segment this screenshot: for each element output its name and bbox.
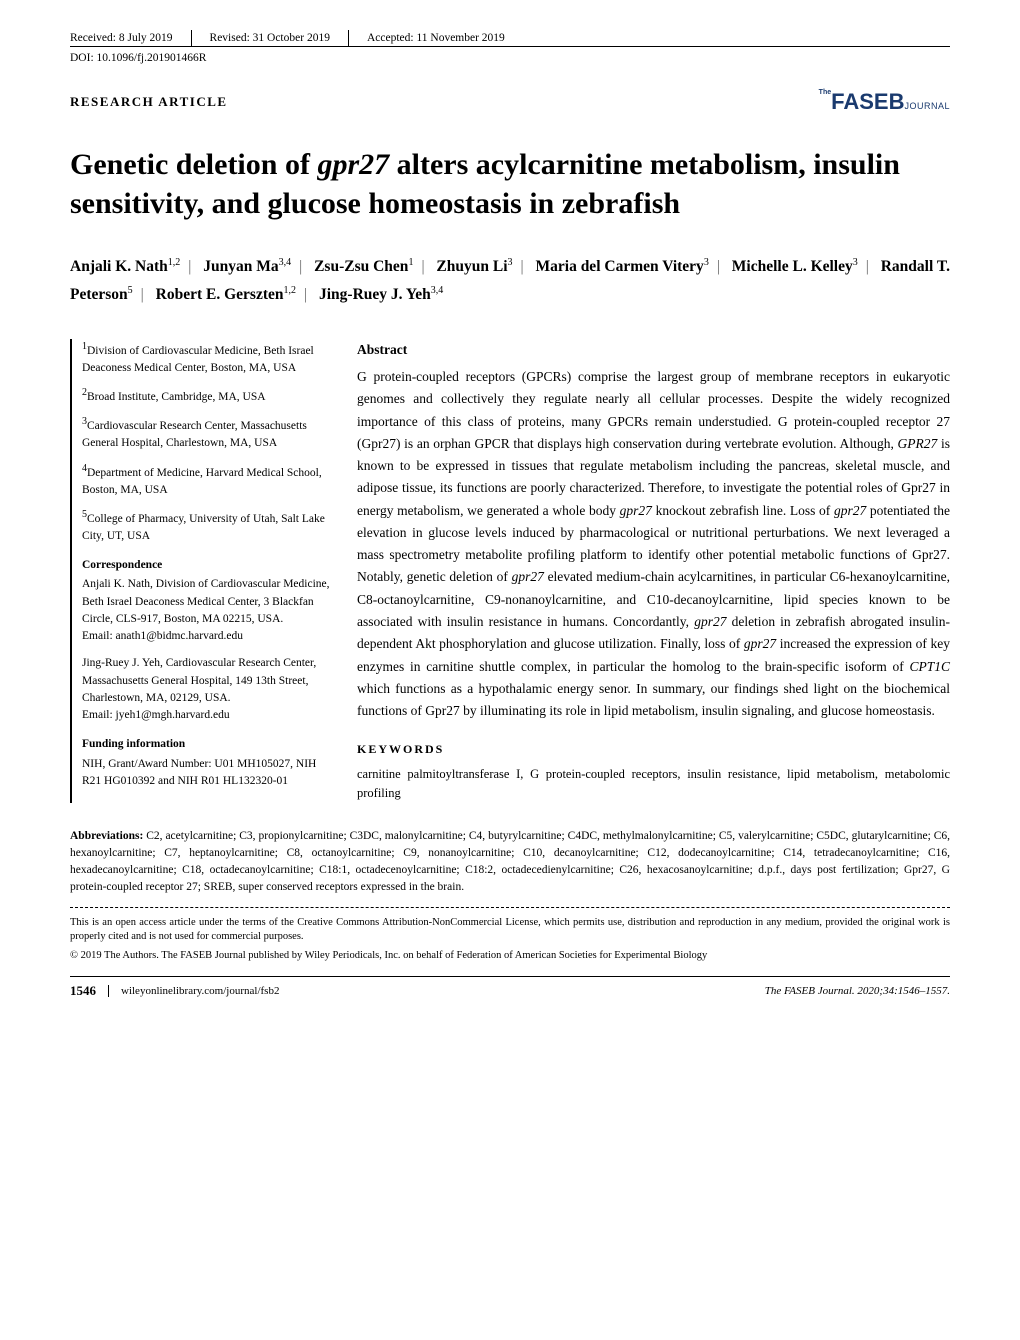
logo-main: FASEB — [831, 89, 904, 114]
logo-prefix: The — [819, 89, 831, 96]
funding-text: NIH, Grant/Award Number: U01 MH105027, N… — [82, 756, 332, 791]
author: Zsu-Zsu Chen1 — [314, 258, 413, 275]
logo-suffix: JOURNAL — [904, 101, 950, 111]
author: Zhuyun Li3 — [436, 258, 512, 275]
received-date: Received: 8 July 2019 — [70, 30, 192, 46]
footer-citation: The FASEB Journal. 2020;34:1546–1557. — [765, 985, 950, 997]
author-list: Anjali K. Nath1,2| Junyan Ma3,4| Zsu-Zsu… — [70, 253, 950, 309]
journal-url: wileyonlinelibrary.com/journal/fsb2 — [108, 985, 279, 997]
affiliation: 4Department of Medicine, Harvard Medical… — [82, 461, 332, 499]
author: Michelle L. Kelley3 — [732, 258, 858, 275]
abbreviations-text: C2, acetylcarnitine; C3, propionylcarnit… — [70, 830, 950, 894]
article-dates: Received: 8 July 2019 Revised: 31 Octobe… — [70, 30, 950, 47]
article-header: RESEARCH ARTICLE TheFASEBJOURNAL — [70, 89, 950, 115]
correspondence-2: Jing-Ruey J. Yeh, Cardiovascular Researc… — [82, 655, 332, 724]
footer-left: 1546 wileyonlinelibrary.com/journal/fsb2 — [70, 983, 279, 999]
correspondence-1: Anjali K. Nath, Division of Cardiovascul… — [82, 576, 332, 645]
keywords: carnitine palmitoyltransferase I, G prot… — [357, 765, 950, 803]
funding-label: Funding information — [82, 736, 332, 753]
author: Maria del Carmen Vitery3 — [536, 258, 709, 275]
page-number: 1546 — [70, 983, 96, 999]
abstract-column: Abstract G protein-coupled receptors (GP… — [357, 339, 950, 803]
journal-logo: TheFASEBJOURNAL — [819, 89, 950, 115]
article-type: RESEARCH ARTICLE — [70, 94, 228, 110]
author: Anjali K. Nath1,2 — [70, 258, 180, 275]
abstract-label: Abstract — [357, 339, 950, 361]
abbreviations-label: Abbreviations: — [70, 830, 143, 842]
license-text-1: This is an open access article under the… — [70, 916, 950, 945]
affiliation: 5College of Pharmacy, University of Utah… — [82, 507, 332, 545]
keywords-label: KEYWORDS — [357, 740, 950, 760]
correspondence-label: Correspondence — [82, 557, 332, 574]
accepted-date: Accepted: 11 November 2019 — [367, 30, 523, 46]
article-title: Genetic deletion of gpr27 alters acylcar… — [70, 145, 950, 223]
license-text-2: © 2019 The Authors. The FASEB Journal pu… — [70, 949, 950, 964]
author: Robert E. Gerszten1,2 — [156, 286, 296, 303]
divider — [70, 907, 950, 908]
main-content: 1Division of Cardiovascular Medicine, Be… — [70, 339, 950, 803]
author: Junyan Ma3,4 — [203, 258, 291, 275]
revised-date: Revised: 31 October 2019 — [210, 30, 349, 46]
abstract-text: G protein-coupled receptors (GPCRs) comp… — [357, 366, 950, 722]
affiliation: 2Broad Institute, Cambridge, MA, USA — [82, 385, 332, 406]
author: Jing-Ruey J. Yeh3,4 — [319, 286, 443, 303]
page-footer: 1546 wileyonlinelibrary.com/journal/fsb2… — [70, 976, 950, 999]
sidebar: 1Division of Cardiovascular Medicine, Be… — [72, 339, 332, 803]
doi: DOI: 10.1096/fj.201901466R — [70, 52, 950, 64]
affiliation: 1Division of Cardiovascular Medicine, Be… — [82, 339, 332, 377]
affiliation: 3Cardiovascular Research Center, Massach… — [82, 414, 332, 452]
abbreviations: Abbreviations: C2, acetylcarnitine; C3, … — [70, 828, 950, 897]
